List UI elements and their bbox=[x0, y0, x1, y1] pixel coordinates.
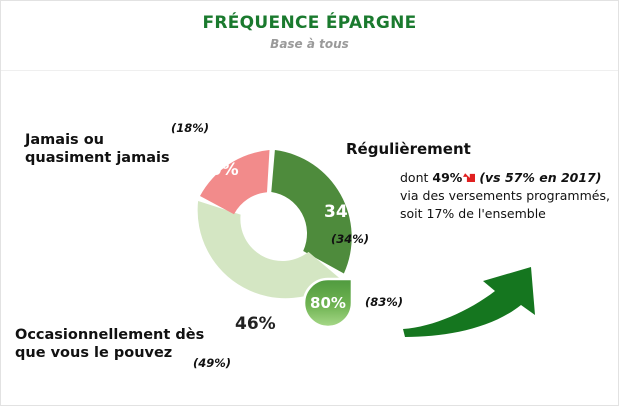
curved-up-arrow-icon bbox=[399, 253, 559, 337]
donut-chart bbox=[179, 144, 367, 332]
segment-value-regulierement: 34% bbox=[324, 202, 365, 222]
page-subtitle: Base à tous bbox=[270, 37, 349, 51]
total-bubble-previous: (83%) bbox=[365, 295, 404, 309]
donut-segment-occasionnellement[interactable] bbox=[197, 201, 341, 299]
donut-segment-jamais[interactable] bbox=[200, 150, 270, 215]
segment-previous-jamais: (18%) bbox=[171, 121, 210, 135]
segment-value-jamais: 20% bbox=[198, 160, 239, 180]
detail-highlight: 49% bbox=[432, 170, 463, 185]
total-bubble: 80% bbox=[301, 276, 355, 330]
segment-value-occasionnellement: 46% bbox=[235, 314, 276, 334]
page-title: FRÉQUENCE ÉPARGNE bbox=[202, 13, 417, 33]
detail-lead: dont bbox=[400, 170, 433, 185]
category-label-jamais: Jamais ou quasiment jamais bbox=[25, 132, 170, 167]
detail-comparison: (vs 57% en 2017) bbox=[479, 170, 602, 185]
category-label-regulierement: Régulièrement bbox=[346, 140, 471, 158]
detail-rest: via des versements programmés, soit 17% … bbox=[400, 188, 610, 222]
regulierement-detail-text: dont 49% (vs 57% en 2017) via des versem… bbox=[400, 169, 618, 223]
donut-segment-regulierement[interactable] bbox=[271, 150, 352, 274]
slide-header: FRÉQUENCE ÉPARGNE Base à tous bbox=[1, 1, 618, 71]
arrow-down-right-icon bbox=[462, 170, 477, 185]
total-bubble-shape bbox=[302, 277, 354, 329]
segment-previous-occasionnellement: (49%) bbox=[193, 356, 232, 370]
donut-chart-svg bbox=[197, 150, 352, 299]
segment-previous-regulierement: (34%) bbox=[331, 232, 370, 246]
category-label-occasionnellement: Occasionnellement dès que vous le pouvez bbox=[15, 327, 205, 362]
total-bubble-value: 80% bbox=[310, 294, 346, 312]
